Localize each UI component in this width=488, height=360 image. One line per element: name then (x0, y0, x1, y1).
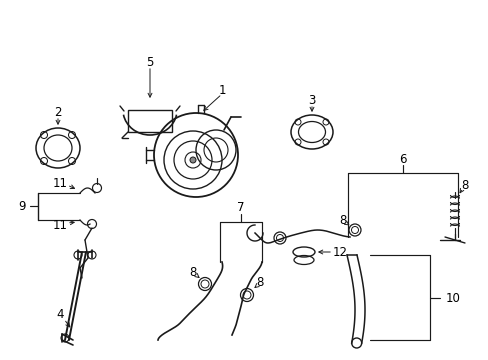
Text: 11: 11 (52, 176, 67, 189)
Circle shape (190, 157, 196, 163)
Text: 9: 9 (18, 199, 26, 212)
Text: 8: 8 (339, 213, 346, 226)
Text: 5: 5 (146, 55, 153, 68)
Text: 4: 4 (56, 309, 63, 321)
Text: 12: 12 (332, 246, 347, 258)
Text: 6: 6 (398, 153, 406, 166)
Text: 8: 8 (256, 275, 263, 288)
Text: 8: 8 (460, 179, 468, 192)
Text: 7: 7 (237, 201, 244, 213)
Text: 11: 11 (52, 219, 67, 231)
Text: 3: 3 (307, 94, 315, 107)
Text: 10: 10 (445, 292, 460, 305)
Text: 2: 2 (54, 105, 61, 118)
Text: 8: 8 (189, 266, 196, 279)
Bar (128, 110, 172, 132)
Text: 1: 1 (218, 84, 225, 96)
